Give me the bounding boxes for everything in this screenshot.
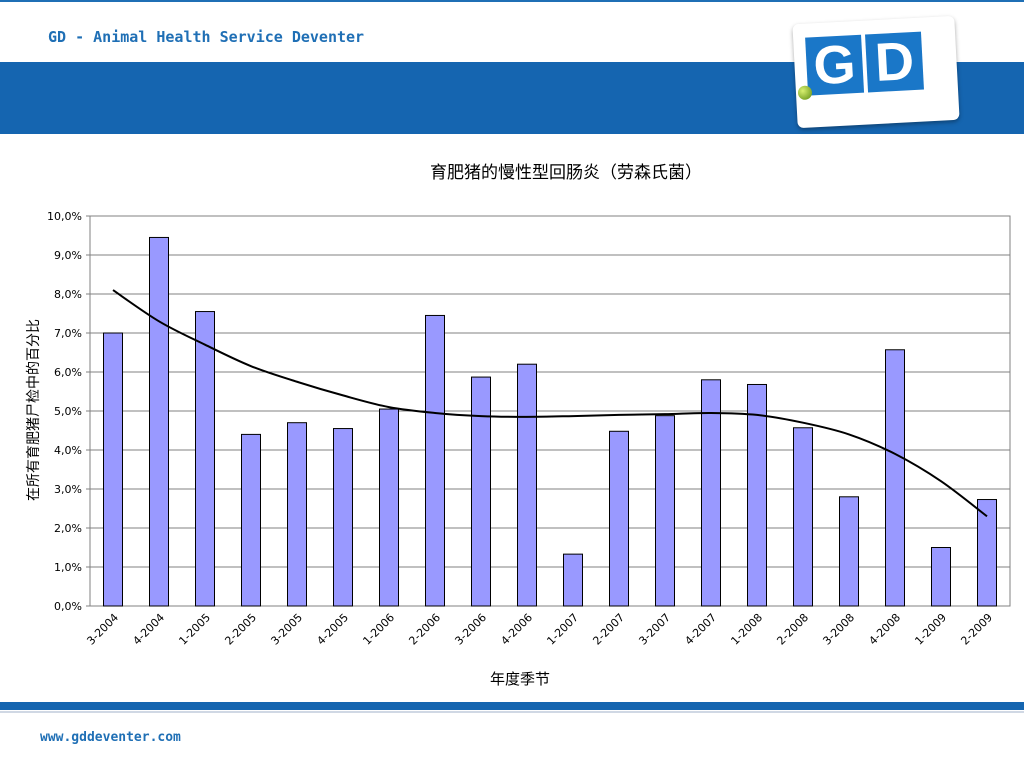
x-tick-label: 3-2008 bbox=[820, 611, 857, 648]
bar bbox=[655, 415, 675, 607]
bar bbox=[241, 433, 261, 607]
x-tick-label: 1-2008 bbox=[728, 611, 765, 648]
logo-dot-icon bbox=[797, 85, 813, 101]
y-axis-label: 在所有育肥猪尸检中的百分比 bbox=[26, 319, 42, 501]
top-rule bbox=[0, 0, 1024, 2]
x-tick-label: 2-2007 bbox=[590, 611, 627, 648]
bar bbox=[471, 376, 491, 607]
trend-line bbox=[112, 289, 988, 518]
x-tick-label: 3-2005 bbox=[268, 611, 305, 648]
x-tick-label: 4-2005 bbox=[314, 611, 351, 648]
y-tick-label: 2,0% bbox=[54, 522, 82, 535]
gd-logo: G D bbox=[792, 15, 960, 129]
x-tick-label: 4-2006 bbox=[498, 611, 535, 648]
x-tick-label: 2-2005 bbox=[222, 611, 259, 648]
x-tick-label: 4-2007 bbox=[682, 611, 719, 648]
bar bbox=[609, 430, 629, 607]
bar bbox=[149, 236, 169, 607]
footer-url[interactable]: www.gddeventer.com bbox=[40, 730, 181, 745]
chart: 育肥猪的慢性型回肠炎（劳森氏菌） 0,0% 1,0% 2,0% 3,0% 4,0% 5,0… bbox=[26, 162, 1011, 688]
logo-letter-d: D bbox=[865, 31, 924, 93]
bar bbox=[563, 553, 583, 607]
y-tick-label: 4,0% bbox=[54, 444, 82, 457]
bars bbox=[103, 236, 997, 607]
x-tick-label: 3-2007 bbox=[636, 611, 673, 648]
bar bbox=[425, 314, 445, 607]
bar bbox=[931, 547, 951, 607]
bar bbox=[885, 349, 905, 607]
bar bbox=[287, 422, 307, 607]
x-axis-label: 年度季节 bbox=[490, 670, 550, 688]
x-tick-label: 2-2006 bbox=[406, 611, 443, 648]
bar bbox=[793, 427, 813, 607]
bar bbox=[379, 408, 399, 607]
x-tick-label: 1-2005 bbox=[176, 611, 213, 648]
x-tick-label: 2-2008 bbox=[774, 611, 811, 648]
bar bbox=[333, 428, 353, 607]
x-tick-labels: 3-2004 4-2004 1-2005 2-2005 3-2005 4-2005 1-20… bbox=[84, 611, 995, 648]
x-tick-label: 3-2004 bbox=[84, 611, 121, 648]
y-tick-label: 10,0% bbox=[47, 210, 82, 223]
x-tick-label: 2-2009 bbox=[958, 611, 995, 648]
footer-band bbox=[0, 702, 1024, 710]
y-tick-label: 7,0% bbox=[54, 327, 82, 340]
bar bbox=[195, 311, 215, 607]
bar bbox=[103, 332, 123, 607]
y-tick-label: 5,0% bbox=[54, 405, 82, 418]
x-tick-label: 4-2008 bbox=[866, 611, 903, 648]
y-tick-label: 0,0% bbox=[54, 600, 82, 613]
bar bbox=[517, 363, 537, 607]
y-tick-label: 3,0% bbox=[54, 483, 82, 496]
bar bbox=[747, 383, 767, 607]
gd-logo-letters: G D bbox=[805, 31, 924, 96]
footer-rule bbox=[0, 711, 1024, 713]
bar bbox=[839, 496, 859, 607]
org-name: GD - Animal Health Service Deventer bbox=[48, 28, 365, 46]
bar bbox=[977, 499, 997, 607]
logo-letter-g: G bbox=[805, 34, 865, 96]
x-tick-label: 1-2009 bbox=[912, 611, 949, 648]
chart-title: 育肥猪的慢性型回肠炎（劳森氏菌） bbox=[430, 162, 702, 183]
y-tick-labels: 0,0% 1,0% 2,0% 3,0% 4,0% 5,0% 6,0% 7,0% 8,0% 9,0%… bbox=[47, 210, 82, 613]
x-tick-label: 4-2004 bbox=[130, 611, 167, 648]
y-tick-label: 8,0% bbox=[54, 288, 82, 301]
x-tick-label: 1-2006 bbox=[360, 611, 397, 648]
y-tick-label: 9,0% bbox=[54, 249, 82, 262]
y-tick-label: 1,0% bbox=[54, 561, 82, 574]
x-tick-label: 3-2006 bbox=[452, 611, 489, 648]
bar bbox=[701, 379, 721, 607]
y-tick-label: 6,0% bbox=[54, 366, 82, 379]
x-tick-label: 1-2007 bbox=[544, 611, 581, 648]
